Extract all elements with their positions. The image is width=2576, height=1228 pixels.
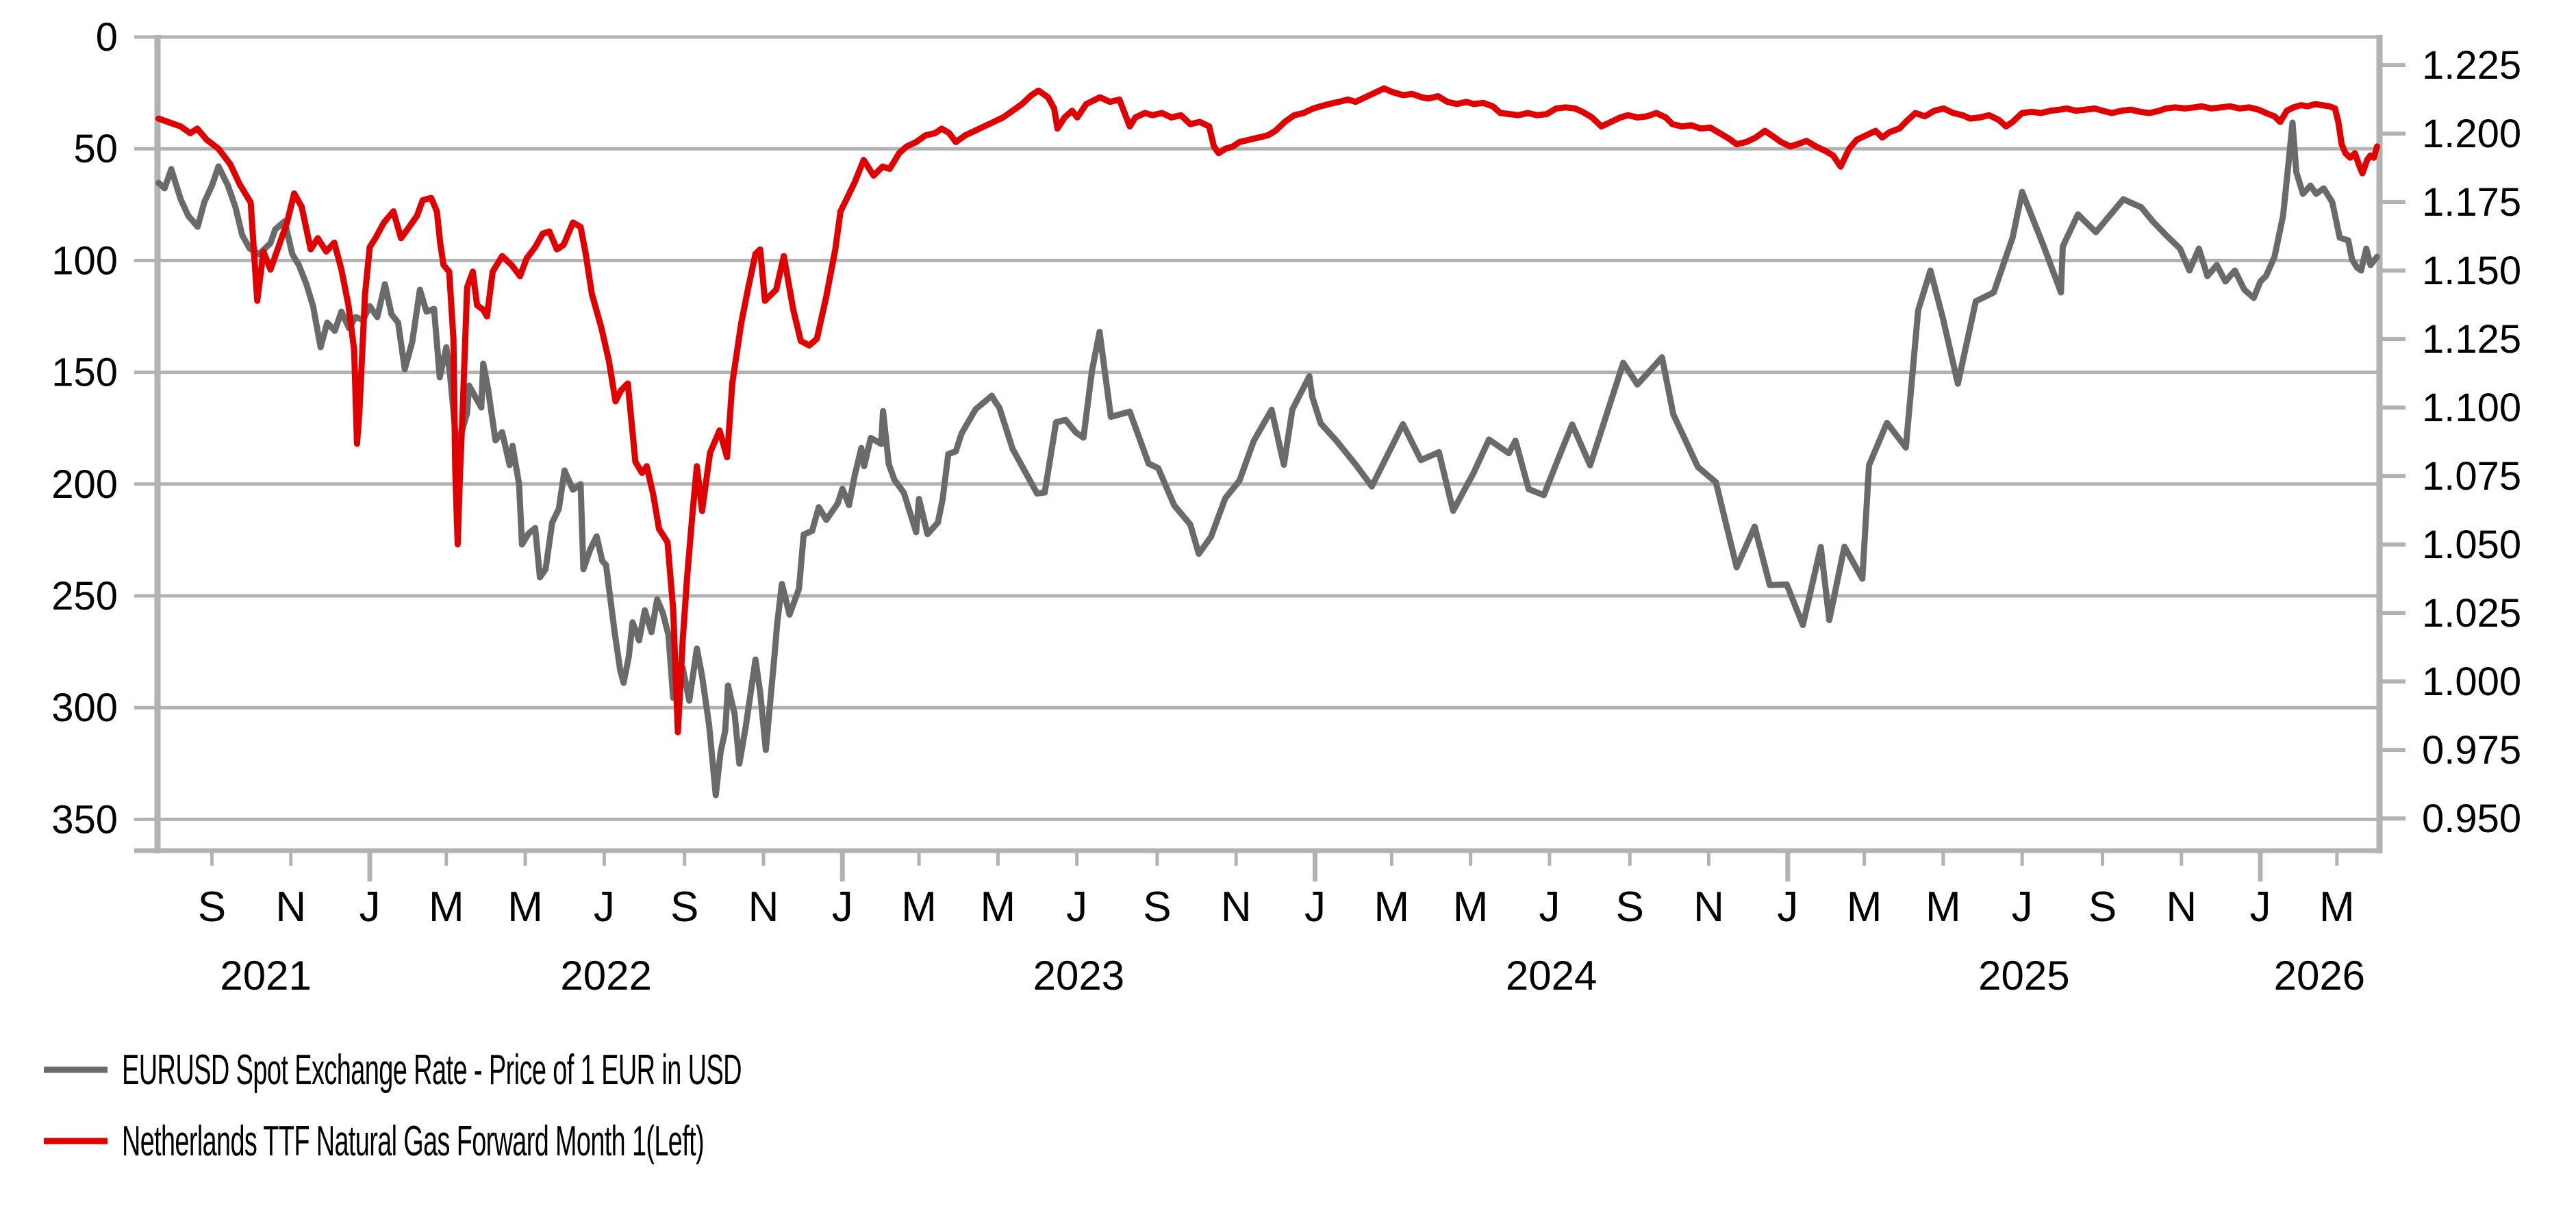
right-axis-tick-label: 1.175: [2422, 180, 2521, 225]
month-label: J: [594, 884, 615, 931]
month-label: M: [981, 884, 1016, 931]
year-label: 2022: [560, 953, 651, 999]
left-axis-tick-label: 350: [51, 797, 118, 842]
right-axis-tick-label: 1.000: [2422, 660, 2521, 704]
right-axis-tick-label: 1.225: [2422, 43, 2521, 88]
left-axis-tick-label: 300: [51, 686, 118, 730]
month-label: N: [1693, 884, 1724, 931]
year-label: 2021: [220, 953, 311, 999]
month-label: M: [429, 884, 464, 931]
legend: EURUSD Spot Exchange Rate - Price of 1 E…: [44, 1047, 742, 1165]
year-label: 2023: [1033, 953, 1124, 999]
month-label: J: [359, 884, 381, 931]
eurusd-line: [155, 119, 2380, 799]
year-label: 2024: [1506, 953, 1597, 999]
month-label: J: [1777, 884, 1798, 931]
month-label: N: [2166, 884, 2197, 931]
month-label: S: [198, 884, 226, 931]
legend-label-eurusd: EURUSD Spot Exchange Rate - Price of 1 E…: [122, 1047, 742, 1094]
legend-label-ttf: Netherlands TTF Natural Gas Forward Mont…: [122, 1118, 704, 1165]
month-label: M: [507, 884, 543, 931]
month-label: N: [275, 884, 306, 931]
month-label: J: [1539, 884, 1560, 931]
month-label: J: [832, 884, 853, 931]
right-axis-tick-label: 1.025: [2422, 591, 2521, 636]
month-label: M: [1374, 884, 1410, 931]
month-label: S: [2088, 884, 2117, 931]
axes-frame: [134, 35, 2383, 853]
month-label: M: [2319, 884, 2355, 931]
month-label: J: [1066, 884, 1087, 931]
series-lines: [155, 85, 2380, 799]
month-label: N: [1221, 884, 1252, 931]
left-axis-tick-label: 150: [51, 351, 118, 395]
month-label: M: [1847, 884, 1882, 931]
left-axis-tick-label: 250: [51, 574, 118, 618]
month-label: S: [1143, 884, 1171, 931]
right-axis-tick-label: 1.050: [2422, 523, 2521, 567]
left-axis-tick-label: 200: [51, 462, 118, 507]
right-axis-tick-label: 1.200: [2422, 112, 2521, 156]
left-axis-tick-label: 0: [96, 15, 118, 60]
right-axis-tick-label: 1.150: [2422, 249, 2521, 293]
year-label: 2025: [1978, 953, 2069, 999]
right-axis-tick-label: 0.975: [2422, 728, 2521, 773]
month-label: M: [901, 884, 937, 931]
month-label: J: [1304, 884, 1326, 931]
gridlines: [134, 35, 2379, 821]
right-axis-ticks: 1.225 1.200 1.175 1.150 1.125 1.100 1.075 1.050…: [2379, 43, 2521, 841]
year-label: 2026: [2274, 953, 2365, 999]
month-label: J: [2012, 884, 2033, 931]
month-label: N: [748, 884, 779, 931]
right-axis-tick-label: 0.950: [2422, 797, 2521, 841]
right-axis-tick-label: 1.125: [2422, 317, 2521, 362]
right-axis-tick-label: 1.100: [2422, 386, 2521, 430]
month-label: J: [2250, 884, 2271, 931]
right-axis-tick-label: 1.075: [2422, 454, 2521, 499]
month-label: M: [1925, 884, 1961, 931]
left-axis-labels: 0 50 100 150 200 250 300 350: [51, 15, 118, 842]
month-label: S: [1616, 884, 1644, 931]
month-label: M: [1453, 884, 1489, 931]
month-label: S: [670, 884, 698, 931]
left-axis-tick-label: 100: [51, 238, 118, 283]
ttf-gas-line: [155, 85, 2380, 736]
left-axis-tick-label: 50: [73, 127, 118, 171]
